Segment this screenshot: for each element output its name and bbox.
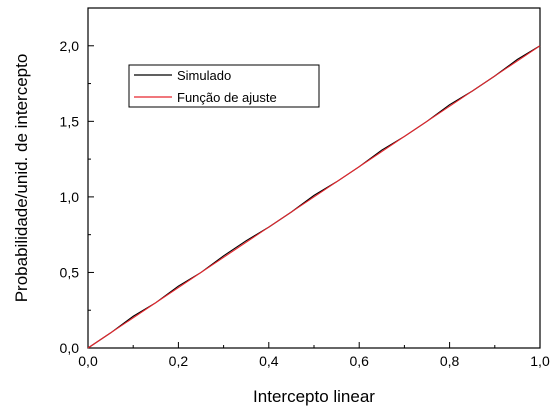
x-tick-label-2: 0,4 [259,353,279,369]
y-axis-title: Probabilidade/unid. de intercepto [12,54,31,303]
legend: Simulado Função de ajuste [128,64,320,108]
legend-label-simulado: Simulado [177,68,231,83]
x-axis-ticks: 0,0 0,2 0,4 0,6 0,8 1,0 [78,342,550,369]
legend-box [128,64,320,108]
y-tick-label-3: 1,5 [60,113,80,129]
y-tick-label-4: 2,0 [60,38,80,54]
x-tick-label-0: 0,0 [78,353,98,369]
x-tick-label-3: 0,6 [349,353,369,369]
x-axis-title: Intercepto linear [253,387,375,406]
plot-frame [87,7,541,349]
y-tick-label-2: 1,0 [60,189,80,205]
legend-label-funcao-de-ajuste: Função de ajuste [177,90,277,105]
series-layer [87,45,541,349]
x-tick-label-1: 0,2 [169,353,189,369]
x-tick-label-5: 1,0 [530,353,550,369]
series-line-1 [87,45,541,349]
y-tick-label-1: 0,5 [60,264,80,280]
y-axis-ticks: 0,0 0,5 1,0 1,5 2,0 [60,38,94,356]
y-tick-label-0: 0,0 [60,340,80,356]
x-tick-label-4: 0,8 [440,353,460,369]
